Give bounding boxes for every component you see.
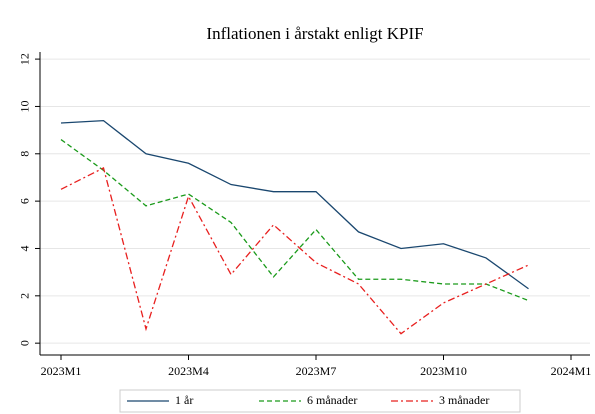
x-tick-label: 2024M1 [551, 364, 592, 378]
legend-box [119, 389, 521, 413]
series-line [60, 167, 529, 335]
y-tick-label: 12 [18, 53, 32, 65]
y-tick-label: 0 [18, 340, 32, 346]
y-tick-label: 2 [18, 293, 32, 299]
y-tick-label: 4 [18, 245, 32, 251]
chart-title: Inflationen i årstakt enligt KPIF [206, 24, 423, 43]
x-tick-label: 2023M1 [41, 364, 82, 378]
x-tick-label: 2023M7 [296, 364, 337, 378]
legend-label: 6 månader [307, 393, 357, 407]
y-tick-label: 10 [18, 100, 32, 112]
x-tick-label: 2023M4 [168, 364, 209, 378]
series-line [60, 139, 529, 302]
y-tick-label: 6 [18, 198, 32, 204]
legend-label: 3 månader [439, 393, 489, 407]
legend-label: 1 år [175, 393, 193, 407]
y-tick-label: 8 [18, 151, 32, 157]
x-tick-label: 2023M10 [420, 364, 467, 378]
series-line [60, 119, 529, 290]
